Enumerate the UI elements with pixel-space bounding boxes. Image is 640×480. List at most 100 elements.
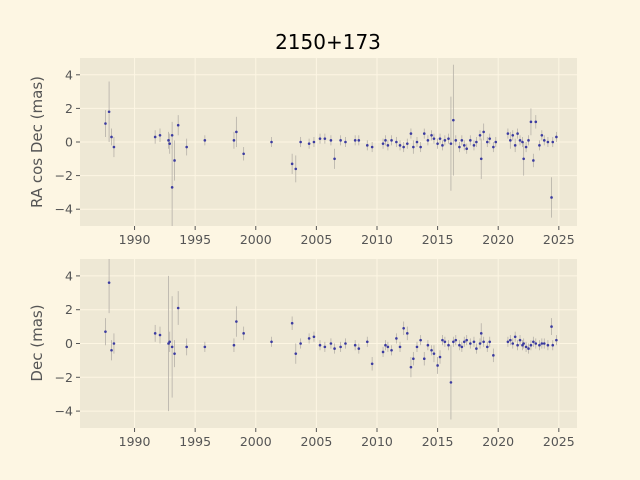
dec-point-61 <box>472 340 476 344</box>
ra-point-43 <box>415 140 419 144</box>
ra-point-89 <box>551 140 555 144</box>
dec-point-39 <box>405 332 409 335</box>
ra-point-31 <box>365 144 369 147</box>
ra-point-28 <box>344 140 347 144</box>
ra-x-ticks: 1990 1995 2000 2005 2010 2015 2020 2025 <box>119 226 575 247</box>
dec-ytick-label--2: −2 <box>55 370 73 385</box>
ra-point-5 <box>158 133 162 137</box>
dec-point-33 <box>384 343 387 347</box>
dec-point-20 <box>307 337 311 340</box>
ra-point-21 <box>307 142 311 145</box>
ra-point-10 <box>173 159 176 162</box>
dec-point-86 <box>550 325 553 328</box>
dec-points <box>104 281 558 384</box>
ra-point-61 <box>469 139 472 142</box>
ra-point-53 <box>447 137 450 140</box>
dec-point-41 <box>412 357 415 361</box>
ra-ytick-label-2: 2 <box>65 101 73 116</box>
dec-point-76 <box>522 342 525 345</box>
dec-xtick-label-2005: 2005 <box>300 434 332 449</box>
ra-point-60 <box>465 147 468 151</box>
dec-point-35 <box>390 348 393 352</box>
dec-point-54 <box>452 340 455 344</box>
dec-point-37 <box>398 345 402 349</box>
dec-point-29 <box>357 347 361 350</box>
dec-point-68 <box>492 354 495 357</box>
ra-point-48 <box>432 137 436 140</box>
ra-xtick-label-2015: 2015 <box>422 232 454 247</box>
ra-xtick-label-2005: 2005 <box>300 232 332 247</box>
ra-point-35 <box>386 144 390 147</box>
ra-point-66 <box>482 130 485 134</box>
ra-point-50 <box>438 137 442 140</box>
ra-point-84 <box>538 144 541 147</box>
ra-point-24 <box>323 137 327 140</box>
dec-ytick-label-2: 2 <box>65 302 73 317</box>
dec-grid <box>80 259 577 428</box>
ra-point-72 <box>509 139 512 142</box>
dec-point-45 <box>426 343 430 347</box>
dec-point-24 <box>329 342 333 345</box>
ra-point-68 <box>488 137 492 140</box>
ra-point-13 <box>203 139 207 142</box>
ra-point-36 <box>390 139 393 142</box>
dec-point-19 <box>299 342 302 345</box>
ra-xtick-label-1995: 1995 <box>179 232 211 247</box>
dec-point-50 <box>441 338 444 342</box>
ra-ytick-label-0: 0 <box>65 135 73 150</box>
dec-point-71 <box>511 342 515 345</box>
dec-point-11 <box>185 345 188 349</box>
dec-point-73 <box>516 343 519 347</box>
ra-xtick-label-2020: 2020 <box>482 232 514 247</box>
dec-point-43 <box>419 338 422 342</box>
ra-point-40 <box>405 142 409 145</box>
ra-point-55 <box>452 118 455 122</box>
ra-point-81 <box>529 120 533 124</box>
dec-point-25 <box>333 347 336 350</box>
dec-point-66 <box>485 345 489 349</box>
dec-point-62 <box>475 347 478 350</box>
dec-xtick-label-1995: 1995 <box>179 434 211 449</box>
ra-xtick-label-2010: 2010 <box>361 232 393 247</box>
dec-point-53 <box>449 381 453 384</box>
dec-ytick-label-0: 0 <box>65 336 73 351</box>
ra-point-44 <box>419 145 422 149</box>
dec-point-1 <box>107 281 111 284</box>
ra-point-34 <box>384 139 387 142</box>
ra-point-69 <box>492 145 495 149</box>
dec-ytick-label--4: −4 <box>55 404 73 419</box>
dec-point-8 <box>170 345 174 349</box>
ra-point-86 <box>542 139 546 142</box>
ra-point-42 <box>412 145 415 149</box>
dec-point-84 <box>542 342 546 345</box>
ra-y-axis-label: RA cos Dec (mas) <box>28 76 46 208</box>
ra-point-7 <box>168 142 172 145</box>
dec-point-64 <box>479 332 483 335</box>
ra-point-85 <box>540 133 544 137</box>
ra-point-80 <box>527 139 530 142</box>
ra-ytick-label--4: −4 <box>55 202 73 217</box>
ra-point-63 <box>475 140 478 144</box>
dec-point-70 <box>509 338 512 342</box>
dec-y-ticks: −4 −2 0 2 4 <box>55 268 80 419</box>
ra-point-75 <box>516 132 519 135</box>
ra-point-82 <box>532 159 535 162</box>
ra-points <box>104 110 558 199</box>
dec-point-34 <box>386 345 390 349</box>
dec-point-47 <box>432 352 436 355</box>
ra-point-37 <box>395 140 398 144</box>
ra-point-54 <box>449 142 453 145</box>
ra-point-51 <box>441 144 444 147</box>
dec-point-14 <box>235 320 238 323</box>
dec-point-15 <box>242 332 245 335</box>
dec-point-79 <box>529 343 533 347</box>
dec-point-9 <box>173 352 176 355</box>
ra-xtick-label-2025: 2025 <box>543 232 575 247</box>
dec-point-88 <box>555 338 558 342</box>
dec-xtick-label-2025: 2025 <box>543 434 575 449</box>
dec-point-49 <box>438 355 442 359</box>
ra-point-11 <box>176 123 180 127</box>
dec-point-22 <box>318 343 322 347</box>
ra-panel: 1990 1995 2000 2005 2010 2015 2020 2025 −4 −2 0 2 4… <box>28 58 577 247</box>
